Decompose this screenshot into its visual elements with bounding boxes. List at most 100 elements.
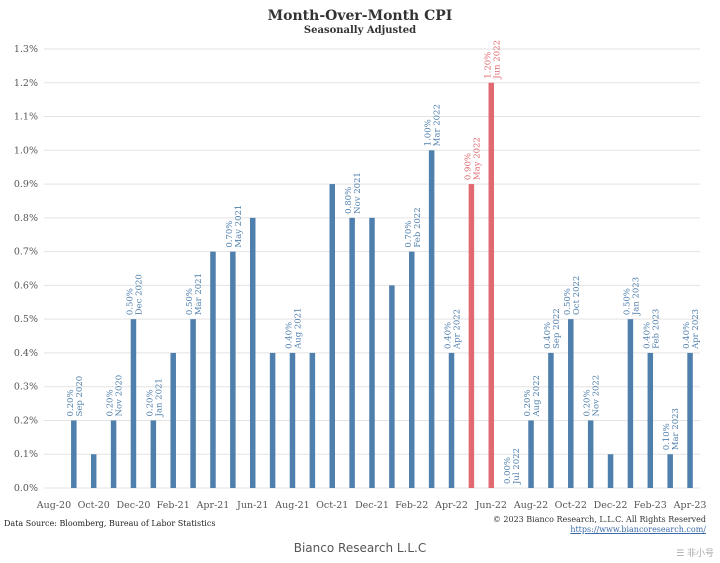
data-label-date: Jan 2023 — [631, 277, 641, 316]
bar-feb-22 — [409, 251, 415, 488]
x-tick-label: Feb-23 — [634, 500, 667, 511]
x-tick-label: Apr-21 — [196, 500, 230, 511]
bar-dec-22 — [607, 454, 614, 488]
data-label-date: Nov 2021 — [353, 172, 363, 214]
data-label: 1.00%Mar 2022 — [424, 104, 443, 146]
data-label-value: 0.40% — [543, 322, 553, 349]
bar-jul-21 — [269, 352, 276, 488]
data-label: 0.40%Sep 2022 — [543, 308, 562, 349]
data-label-value: 0.40% — [682, 322, 692, 349]
x-tick-label: Feb-21 — [157, 500, 190, 511]
bar-jun-21 — [249, 217, 256, 488]
data-label-date: Aug 2022 — [532, 375, 542, 417]
data-label: 0.50%Jan 2023 — [622, 277, 641, 316]
data-label-date: May 2021 — [234, 205, 244, 248]
y-tick-label: 0.5% — [14, 314, 38, 325]
bar-oct-21 — [329, 184, 335, 489]
bar-jan-21 — [150, 420, 157, 488]
bar-sep-22 — [548, 352, 554, 488]
data-label-date: Apr 2022 — [453, 309, 463, 350]
data-label-date: Mar 2022 — [433, 104, 443, 146]
x-tick-label: Apr-23 — [673, 500, 707, 511]
data-label-value: 0.50% — [622, 288, 632, 315]
data-label: 0.50%Oct 2022 — [563, 276, 582, 315]
copyright-note: © 2023 Bianco Research, L.L.C. All Right… — [492, 515, 706, 524]
chart-title: Month-Over-Month CPI — [267, 8, 453, 24]
bar-oct-22 — [568, 319, 574, 488]
bar-aug-22 — [528, 420, 534, 488]
data-label: 0.20%Nov 2022 — [583, 375, 602, 417]
y-tick-label: 0.6% — [14, 280, 38, 291]
data-label-value: 0.20% — [106, 389, 116, 416]
cpi-bar-chart: 0.0% 0.1% 0.2% 0.3% 0.4% 0.5% 0.6% 0.7% 0.8% 0.9%… — [14, 40, 707, 511]
bar-mar-21 — [190, 319, 196, 488]
bar-sep-20 — [71, 420, 77, 488]
bar-apr-23 — [687, 352, 693, 488]
data-label-value: 0.20% — [523, 389, 533, 416]
x-tick-label: Feb-22 — [395, 500, 428, 511]
website-link[interactable]: https://www.biancoresearch.com/ — [570, 525, 706, 534]
data-label-date: Sep 2020 — [75, 376, 85, 417]
data-label: 0.40%Apr 2023 — [682, 309, 701, 350]
bar-feb-23 — [647, 352, 654, 488]
data-label-date: Oct 2022 — [572, 276, 582, 315]
x-tick-label: Apr-22 — [434, 500, 468, 511]
x-tick-label: Dec-22 — [594, 500, 628, 511]
data-label-date: Jan 2021 — [154, 378, 164, 417]
bar-oct-20 — [90, 454, 97, 488]
data-label-date: Apr 2023 — [691, 309, 701, 350]
bar-sep-21 — [309, 352, 316, 488]
data-label: 0.80%Nov 2021 — [344, 172, 363, 214]
data-label-value: 1.20% — [483, 52, 493, 79]
bar-nov-20 — [110, 420, 117, 488]
data-label-value: 0.90% — [463, 153, 473, 180]
data-label-value: 0.50% — [563, 288, 573, 315]
data-label-value: 0.10% — [662, 423, 672, 450]
bar-may-21 — [230, 251, 236, 488]
x-tick-label: Dec-20 — [117, 500, 151, 511]
source-note: Data Source: Bloomberg, Bureau of Labor … — [4, 519, 216, 528]
x-tick-label: Oct-22 — [555, 500, 587, 511]
data-label-date: Nov 2020 — [115, 375, 125, 417]
data-label-date: Jul 2022 — [512, 448, 522, 485]
bar-jun-22 — [488, 82, 495, 489]
data-label: 0.70%May 2021 — [225, 205, 244, 248]
x-tick-label: Oct-21 — [316, 500, 348, 511]
data-label: 0.40%Apr 2022 — [444, 309, 463, 350]
data-label-value: 0.70% — [404, 221, 414, 248]
bar-feb-21 — [170, 352, 176, 488]
data-label: 0.00%Jul 2022 — [503, 448, 522, 485]
footer-brand: Bianco Research L.L.C — [293, 541, 427, 555]
data-label: 0.40%Feb 2023 — [642, 309, 661, 349]
data-label-value: 0.50% — [125, 288, 135, 315]
x-tick-label: Aug-22 — [513, 500, 548, 511]
chart-subtitle: Seasonally Adjusted — [303, 25, 417, 36]
y-tick-label: 0.2% — [14, 415, 38, 426]
bar-aug-21 — [289, 352, 296, 488]
data-label: 0.90%May 2022 — [463, 137, 482, 180]
data-label: 1.20%Jun 2022 — [483, 40, 502, 80]
bar-nov-22 — [587, 420, 594, 488]
data-label-date: Sep 2022 — [552, 308, 562, 349]
bar-dec-20 — [130, 319, 137, 488]
x-tick-label: Dec-21 — [355, 500, 389, 511]
bar-nov-21 — [349, 217, 355, 488]
x-tick-label: Aug-20 — [36, 500, 71, 511]
y-tick-label: 1.0% — [14, 145, 38, 156]
x-tick-label: Oct-20 — [78, 500, 110, 511]
watermark: ☰ 非小号 — [676, 549, 714, 559]
data-label: 0.20%Nov 2020 — [106, 375, 125, 417]
y-tick-label: 0.7% — [14, 247, 38, 258]
y-tick-label: 1.1% — [14, 112, 38, 123]
data-label-date: Dec 2020 — [134, 274, 144, 315]
y-tick-label: 0.0% — [14, 483, 38, 494]
x-tick-label: Jun-21 — [236, 500, 268, 511]
data-label-value: 0.20% — [66, 389, 76, 416]
data-label: 0.10%Mar 2023 — [662, 408, 681, 450]
bar-apr-21 — [210, 251, 216, 488]
bar-may-22 — [468, 184, 475, 489]
data-label: 0.50%Dec 2020 — [125, 274, 144, 315]
data-label-date: Aug 2021 — [293, 308, 303, 350]
x-tick-label: Aug-21 — [274, 500, 309, 511]
data-label-value: 1.00% — [424, 119, 434, 146]
